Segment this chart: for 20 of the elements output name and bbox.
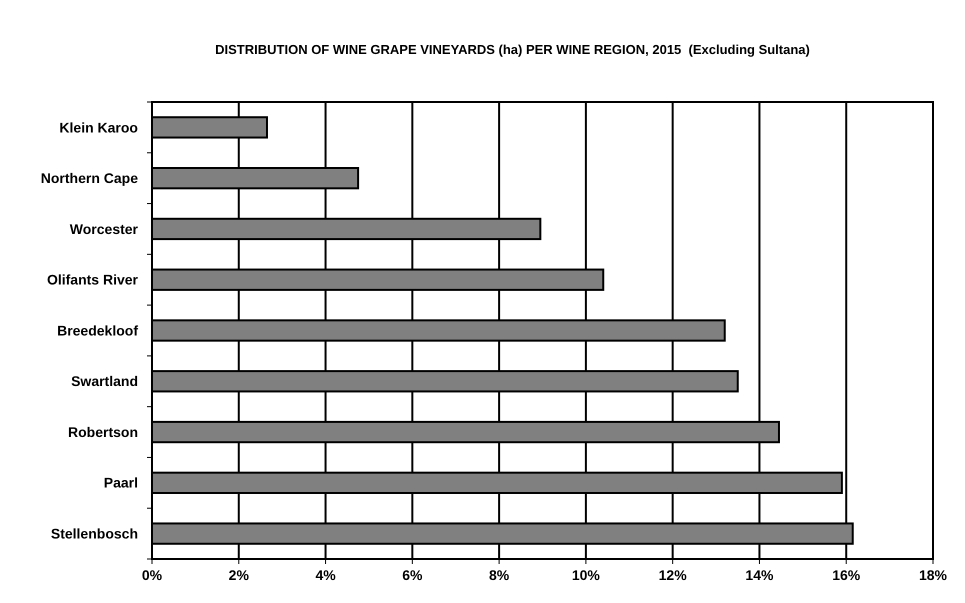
y-tick-label: Stellenbosch xyxy=(50,526,138,542)
x-tick-label: 0% xyxy=(142,567,163,583)
chart-title: DISTRIBUTION OF WINE GRAPE VINEYARDS (ha) PER WINE REGION, 2015 (Excluding Sultana) xyxy=(215,42,810,57)
x-tick-label: 12% xyxy=(658,567,688,583)
y-tick-label: Swartland xyxy=(71,373,138,390)
y-tick-label: Paarl xyxy=(104,474,138,491)
x-tick-label: 2% xyxy=(228,567,250,583)
x-tick-label: 18% xyxy=(918,567,948,583)
y-tick-label: Robertson xyxy=(68,424,138,440)
y-tick-label: Breedekloof xyxy=(57,322,138,338)
x-tick-label: 10% xyxy=(572,567,600,583)
x-tick-label: 6% xyxy=(402,567,423,583)
y-tick-label: Olifants River xyxy=(46,272,139,288)
y-tick-label: Klein Karoo xyxy=(59,119,138,136)
x-tick-label: 8% xyxy=(488,567,510,583)
y-tick-label: Northern Cape xyxy=(40,170,138,186)
x-tick-label: 4% xyxy=(315,567,336,583)
x-tick-label: 16% xyxy=(832,567,861,583)
y-tick-label: Worcester xyxy=(70,220,139,237)
x-tick-label: 14% xyxy=(745,567,774,583)
